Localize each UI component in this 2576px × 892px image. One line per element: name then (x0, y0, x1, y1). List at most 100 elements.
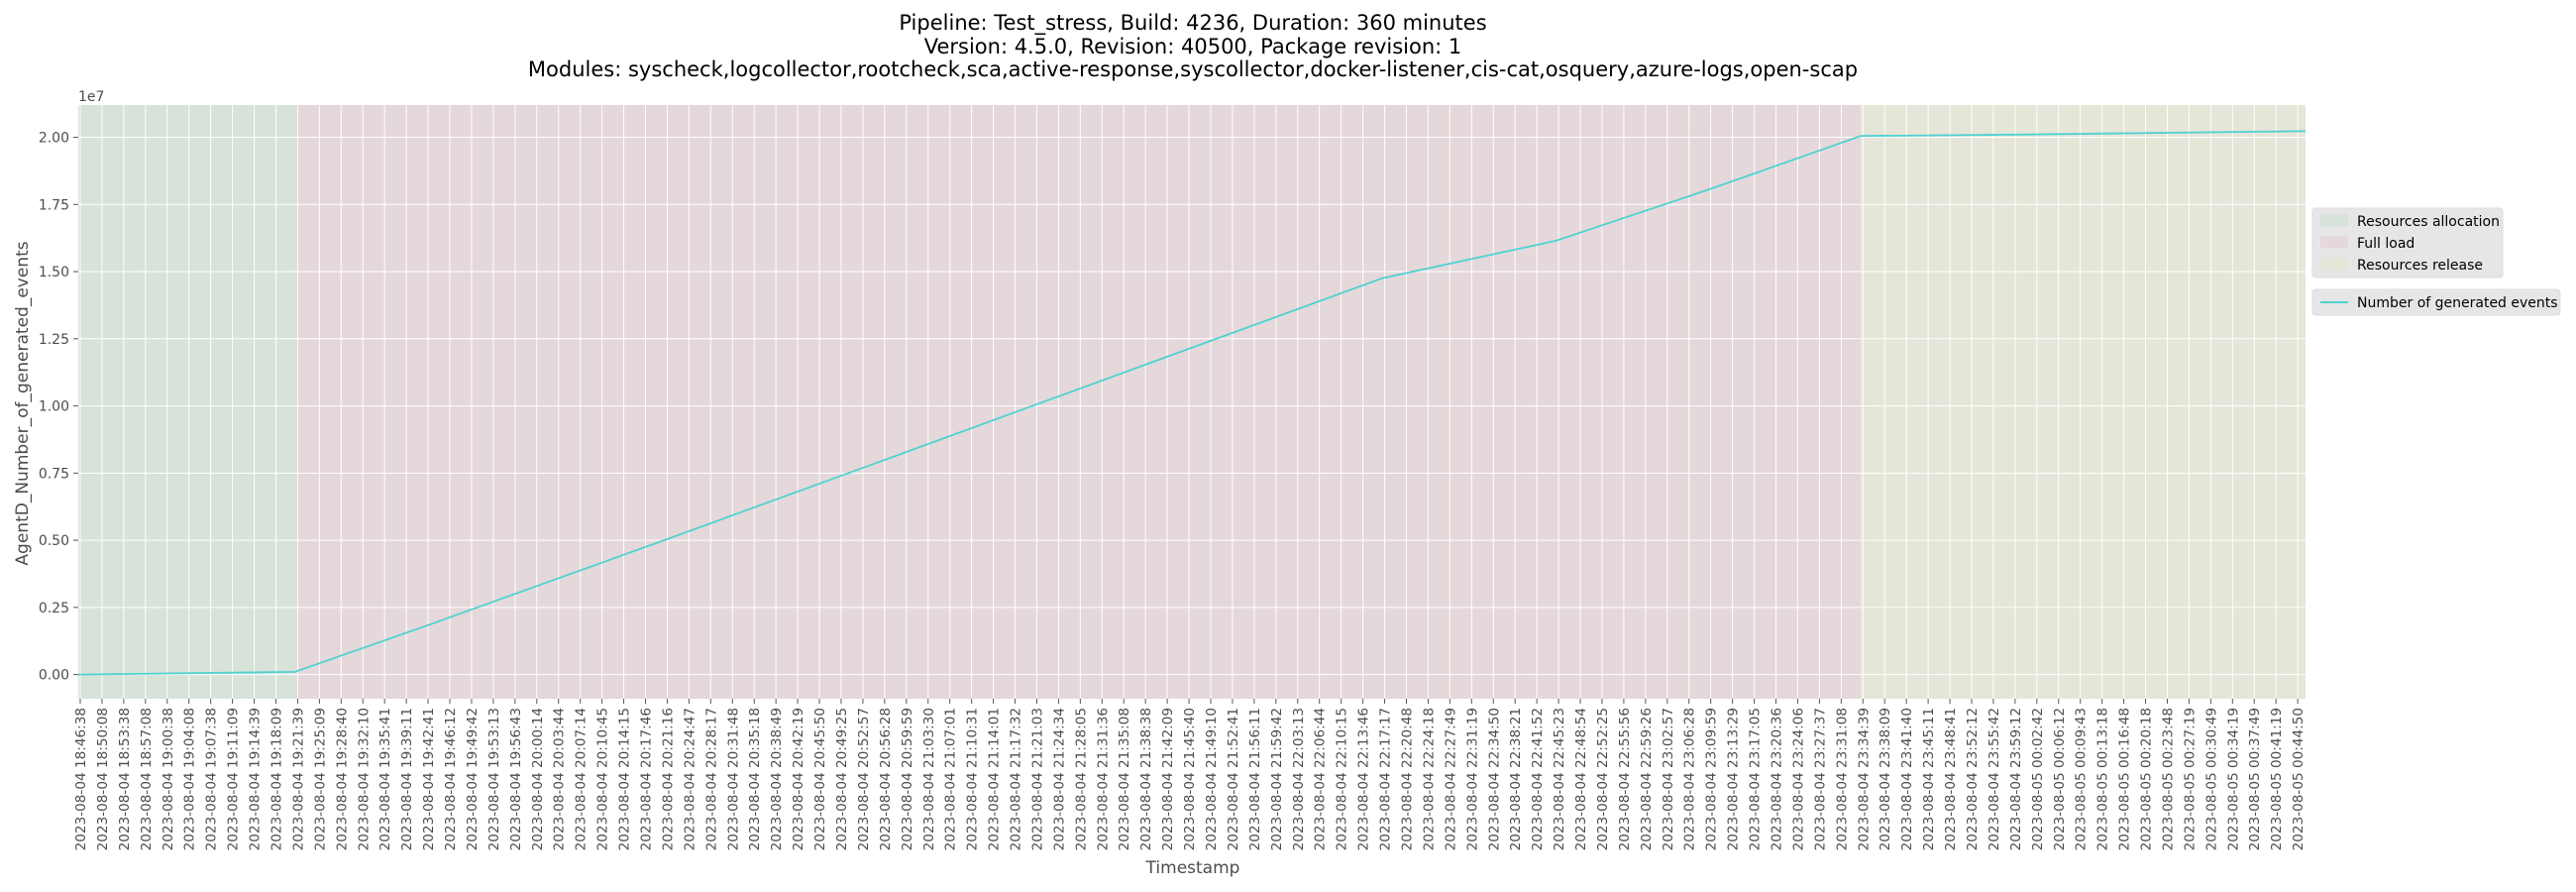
phase-legend-box (2311, 207, 2504, 279)
x-tick-label: 2023-08-04 22:03:13 (1291, 708, 1307, 850)
y-axis-label: AgentD_Number_of_generated_events (13, 241, 33, 565)
x-tick-label: 2023-08-04 21:24:34 (1051, 708, 1067, 850)
title-line-3: Modules: syscheck,logcollector,rootcheck… (528, 57, 1858, 81)
x-tick-label: 2023-08-04 20:21:16 (660, 708, 676, 850)
x-tick-label: 2023-08-04 20:35:18 (747, 708, 763, 850)
x-tick-label: 2023-08-04 20:56:28 (878, 708, 894, 850)
x-tick-label: 2023-08-04 20:31:48 (725, 708, 741, 850)
y-tick-label: 1.50 (39, 265, 69, 280)
x-tick-label: 2023-08-04 21:21:03 (1029, 708, 1045, 850)
x-tick-label: 2023-08-04 23:55:42 (1986, 708, 2002, 850)
chart-title: Pipeline: Test_stress, Build: 4236, Dura… (528, 11, 1858, 81)
x-axis-label: Timestamp (1145, 858, 1240, 878)
x-tick-label: 2023-08-04 20:49:25 (834, 708, 850, 850)
y-tick-label: 2.00 (39, 131, 69, 147)
x-tick-label: 2023-08-04 23:48:41 (1943, 708, 1959, 850)
legend-label-1: Resources allocation (2357, 214, 2500, 230)
x-tick-label: 2023-08-04 21:28:05 (1073, 708, 1089, 850)
legend-swatch-3 (2320, 258, 2348, 270)
x-tick-label: 2023-08-05 00:13:18 (2095, 708, 2111, 850)
y-tick-label: 0.50 (39, 533, 69, 549)
x-tick-label: 2023-08-04 23:34:39 (1856, 708, 1872, 850)
x-tick-label: 2023-08-04 19:32:10 (356, 708, 372, 850)
x-tick-label: 2023-08-04 21:31:36 (1095, 708, 1111, 850)
x-tick-label: 2023-08-04 19:21:39 (290, 708, 306, 850)
legend-swatch-1 (2320, 214, 2348, 226)
x-tick-label: 2023-08-04 20:42:19 (791, 708, 806, 850)
x-tick-label: 2023-08-04 19:56:43 (508, 708, 524, 850)
x-tick-label: 2023-08-04 22:41:52 (1530, 708, 1546, 850)
x-tick-label: 2023-08-04 22:24:18 (1421, 708, 1437, 850)
x-tick-label: 2023-08-04 20:24:47 (682, 708, 698, 850)
y-tick-label: 0.00 (39, 668, 69, 684)
x-tick-label: 2023-08-04 23:06:28 (1682, 708, 1698, 850)
x-tick-label: 2023-08-04 21:52:41 (1226, 708, 1241, 850)
x-tick-label: 2023-08-04 19:35:41 (377, 708, 393, 850)
x-tick-label: 2023-08-04 21:49:10 (1204, 708, 1220, 850)
x-tick-label: 2023-08-05 00:20:18 (2139, 708, 2155, 850)
x-tick-label: 2023-08-04 20:17:46 (639, 708, 655, 850)
x-tick-label: 2023-08-04 20:00:14 (530, 708, 546, 850)
x-tick-label: 2023-08-04 21:10:31 (965, 708, 981, 850)
x-tick-label: 2023-08-05 00:02:42 (2030, 708, 2046, 850)
x-tick-label: 2023-08-04 20:52:57 (856, 708, 872, 850)
grid-lines (78, 105, 2306, 699)
x-tick-label: 2023-08-04 22:48:54 (1573, 708, 1589, 850)
x-tick-label: 2023-08-04 21:56:11 (1247, 708, 1263, 850)
x-tick-label: 2023-08-04 21:38:38 (1138, 708, 1154, 850)
y-tick-label: 0.25 (39, 601, 69, 616)
y-tick-label: 1.25 (39, 332, 69, 348)
x-tick-label: 2023-08-04 20:38:49 (769, 708, 785, 850)
x-tick-label: 2023-08-04 18:57:08 (139, 708, 155, 850)
x-tick-label: 2023-08-05 00:37:49 (2247, 708, 2263, 850)
x-tick-label: 2023-08-04 22:20:48 (1399, 708, 1415, 850)
title-line-1: Pipeline: Test_stress, Build: 4236, Dura… (899, 11, 1486, 36)
x-tick-label: 2023-08-04 21:07:01 (943, 708, 959, 850)
x-tick-label: 2023-08-04 23:24:06 (1790, 708, 1806, 850)
x-tick-label: 2023-08-05 00:06:12 (2052, 708, 2068, 850)
legend-swatch-2 (2320, 236, 2348, 248)
x-tick-label: 2023-08-05 00:16:48 (2117, 708, 2133, 850)
phase-band-3 (1861, 105, 2306, 699)
x-tick-label: 2023-08-04 23:17:05 (1748, 708, 1764, 850)
x-tick-label: 2023-08-04 22:38:21 (1508, 708, 1524, 850)
x-tick-label: 2023-08-04 19:49:42 (465, 708, 481, 850)
legend-label-2: Full load (2357, 236, 2415, 252)
x-tick-label: 2023-08-04 22:06:44 (1313, 708, 1329, 850)
x-tick-label: 2023-08-04 23:27:37 (1812, 708, 1828, 850)
x-tick-label: 2023-08-04 18:53:38 (117, 708, 133, 850)
x-tick-label: 2023-08-04 23:38:09 (1878, 708, 1893, 850)
y-tick-label: 1.00 (39, 399, 69, 415)
x-tick-label: 2023-08-04 23:20:36 (1770, 708, 1785, 850)
x-tick-label: 2023-08-05 00:27:19 (2182, 708, 2198, 850)
x-tick-label: 2023-08-04 22:27:49 (1443, 708, 1458, 850)
x-tick-label: 2023-08-04 21:45:40 (1182, 708, 1198, 850)
x-tick-label: 2023-08-04 20:45:50 (812, 708, 828, 850)
x-tick-label: 2023-08-04 22:52:25 (1595, 708, 1611, 850)
x-tick-label: 2023-08-04 18:50:08 (95, 708, 111, 850)
x-tick-label: 2023-08-04 20:03:44 (552, 708, 568, 850)
x-tick-label: 2023-08-04 22:10:15 (1335, 708, 1350, 850)
legend-series-label: Number of generated events (2357, 295, 2558, 311)
x-tick-label: 2023-08-04 21:17:32 (1009, 708, 1024, 850)
x-tick-label: 2023-08-04 23:31:08 (1834, 708, 1850, 850)
x-tick-label: 2023-08-04 23:59:12 (2008, 708, 2024, 850)
x-tick-label: 2023-08-04 22:59:26 (1639, 708, 1655, 850)
x-tick-label: 2023-08-04 19:42:41 (421, 708, 437, 850)
x-tick-label: 2023-08-04 19:53:13 (486, 708, 502, 850)
x-tick-label: 2023-08-04 22:17:17 (1378, 708, 1394, 850)
x-tick-label: 2023-08-04 19:28:40 (334, 708, 350, 850)
x-tick-label: 2023-08-05 00:41:19 (2269, 708, 2285, 850)
y-axis-ticks: 0.00 0.25 0.50 0.75 1.00 1.25 1.50 1.75 2.00 (39, 131, 78, 684)
x-tick-label: 2023-08-04 21:14:01 (987, 708, 1003, 850)
x-tick-label: 2023-08-04 18:46:38 (73, 708, 89, 850)
x-tick-label: 2023-08-04 22:55:56 (1617, 708, 1633, 850)
x-tick-label: 2023-08-04 23:09:59 (1704, 708, 1720, 850)
x-tick-label: 2023-08-04 19:18:09 (268, 708, 284, 850)
x-tick-label: 2023-08-04 19:25:09 (312, 708, 328, 850)
y-offset-label: 1e7 (78, 89, 104, 105)
x-tick-label: 2023-08-04 23:13:29 (1726, 708, 1742, 850)
phase-band-1 (78, 105, 295, 699)
x-tick-label: 2023-08-04 21:59:42 (1269, 708, 1285, 850)
